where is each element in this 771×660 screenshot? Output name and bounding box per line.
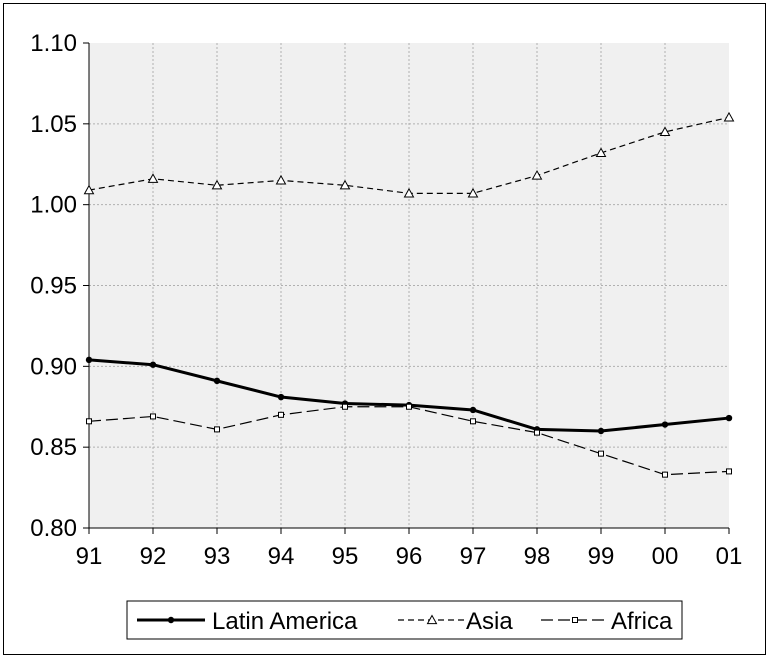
data-point-asia xyxy=(83,184,95,195)
x-tick-label: 00 xyxy=(652,543,679,570)
data-point-asia xyxy=(467,187,479,198)
x-tick-label: 93 xyxy=(204,543,231,570)
legend-label-latin-america: Latin America xyxy=(212,608,358,635)
legend-box xyxy=(126,600,683,640)
legend-marker-asia xyxy=(426,614,438,625)
data-point-asia xyxy=(403,187,415,198)
data-point-latin-america xyxy=(597,427,605,435)
data-point-asia xyxy=(275,174,287,185)
data-point-africa xyxy=(662,471,668,478)
legend: Latin America Asia Africa xyxy=(126,600,683,640)
x-tick-label: 95 xyxy=(332,543,359,570)
x-tick-label: 92 xyxy=(140,543,167,570)
y-tick-label: 1.00 xyxy=(30,192,77,219)
y-tick-label: 0.90 xyxy=(30,353,77,380)
legend-marker-africa xyxy=(572,617,578,623)
y-tick-label: 0.80 xyxy=(30,515,77,542)
data-point-africa xyxy=(86,418,92,425)
series-africa xyxy=(86,403,732,478)
x-tick-label: 01 xyxy=(716,543,743,570)
grid xyxy=(89,43,729,528)
data-point-latin-america xyxy=(661,421,669,428)
y-tick-label: 0.95 xyxy=(30,273,77,300)
data-point-asia xyxy=(723,111,735,122)
data-point-africa xyxy=(470,418,476,425)
data-point-asia xyxy=(211,179,223,190)
data-point-asia xyxy=(339,179,351,190)
data-point-africa xyxy=(534,429,540,436)
y-tick-label: 1.10 xyxy=(30,30,77,57)
x-tick-label: 91 xyxy=(76,543,103,570)
data-point-latin-america xyxy=(469,406,477,414)
data-point-africa xyxy=(342,403,348,410)
data-point-asia xyxy=(147,173,159,183)
data-point-asia xyxy=(595,147,607,158)
data-point-africa xyxy=(214,426,220,433)
data-point-latin-america xyxy=(213,377,221,385)
x-tick-label: 99 xyxy=(588,543,615,570)
legend-label-africa: Africa xyxy=(611,608,673,635)
data-point-asia xyxy=(531,170,543,180)
data-point-latin-america xyxy=(277,393,285,401)
x-tick-label: 96 xyxy=(396,543,423,570)
data-point-africa xyxy=(150,413,156,420)
data-point-latin-america xyxy=(85,356,93,364)
data-point-latin-america xyxy=(149,361,157,368)
data-point-latin-america xyxy=(725,414,733,422)
data-point-africa xyxy=(278,411,284,418)
data-point-africa xyxy=(598,450,604,457)
y-tick-label: 1.05 xyxy=(30,111,77,138)
data-point-africa xyxy=(406,403,412,410)
y-tick-label: 0.85 xyxy=(30,434,77,461)
x-tick-label: 94 xyxy=(268,543,295,570)
legend-marker-latin-america xyxy=(167,616,175,624)
data-point-africa xyxy=(726,468,732,475)
series-asia xyxy=(83,111,735,198)
x-tick-label: 98 xyxy=(524,543,551,570)
data-point-asia xyxy=(659,126,671,137)
x-tick-label: 97 xyxy=(460,543,487,570)
legend-label-asia: Asia xyxy=(466,608,513,635)
